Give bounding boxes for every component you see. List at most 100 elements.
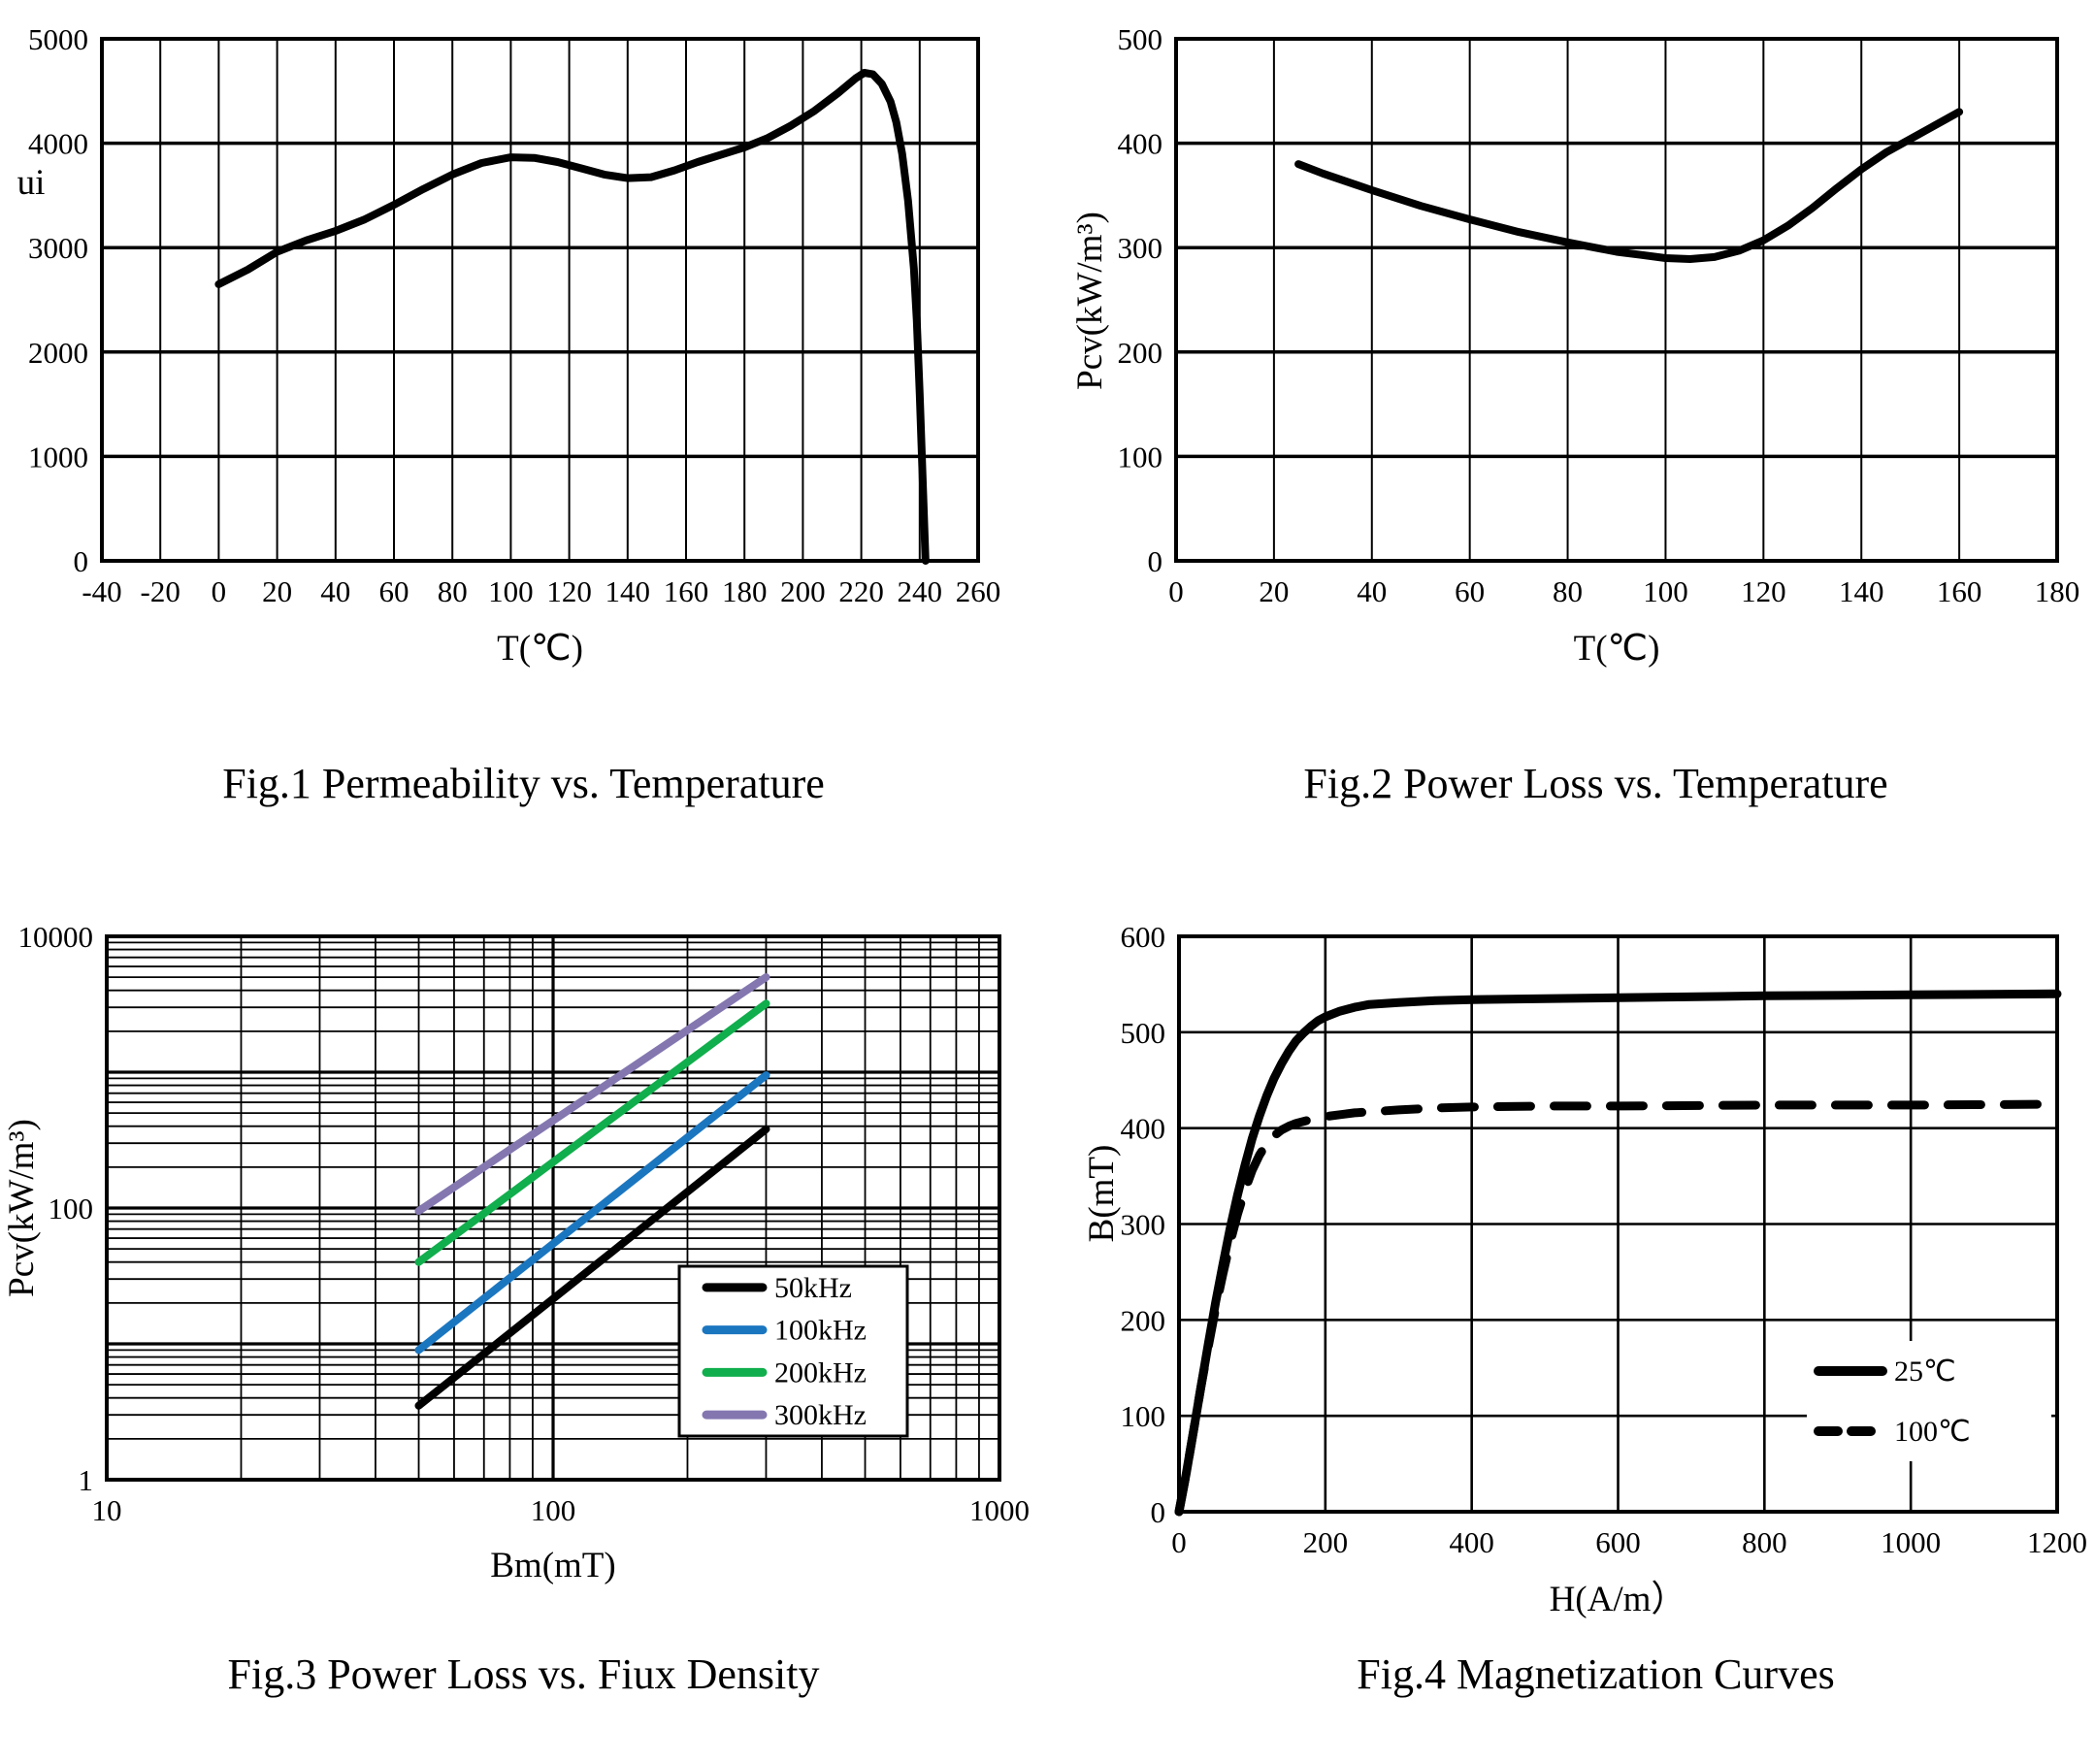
fig3-legend: 50kHz 100kHz 200kHz 300kHz (677, 1264, 909, 1438)
tick-or-axis-label: 400 (1121, 1112, 1166, 1146)
tick-or-axis-label: 200 (780, 574, 826, 608)
tick-or-axis-label: 120 (546, 574, 592, 608)
tick-or-axis-label: 120 (1741, 574, 1786, 608)
tick-or-axis-label: 40 (1357, 574, 1387, 608)
fig3-series-50kHz (414, 1125, 770, 1410)
tick-or-axis-label: 3000 (28, 231, 88, 265)
tick-or-axis-label: 25℃ (1894, 1356, 1956, 1388)
tick-or-axis-label: 400 (1118, 127, 1163, 161)
tick-or-axis-label: 80 (438, 574, 468, 608)
fig3-gridlines (107, 936, 999, 1480)
tick-or-axis-label: 50kHz (774, 1272, 852, 1304)
fig2-power-loss-vs-temperature-chart: 0 20 40 60 80 100 120 140 160 180 0 100 200 300 400 500… (1047, 0, 2095, 679)
fig2-svg: 0 20 40 60 80 100 120 140 160 180 0 100 200 300 400 500… (1070, 22, 2080, 669)
tick-or-axis-label: 180 (722, 574, 768, 608)
fig4-magnetization-curves-chart: 0 200 400 600 800 1000 1200 0 100 200 300 400 500 600… (1047, 902, 2095, 1650)
tick-or-axis-label: 100 (1121, 1399, 1166, 1433)
fig4-series (1174, 989, 2062, 1517)
tick-or-axis-label: 200kHz (774, 1356, 867, 1388)
tick-or-axis-label: 600 (1595, 1525, 1641, 1559)
tick-or-axis-label: 10 (92, 1493, 122, 1527)
fig3-series-200kHz (414, 999, 770, 1266)
tick-or-axis-label: 200 (1121, 1303, 1166, 1337)
tick-or-axis-label: 40 (320, 574, 350, 608)
fig4-legend: 25℃ 100℃ (1807, 1341, 2051, 1461)
tick-or-axis-label: 2000 (28, 336, 88, 370)
tick-or-axis-label: 180 (2035, 574, 2080, 608)
tick-or-axis-label: 4000 (28, 127, 88, 161)
fig1-caption: Fig.1 Permeability vs. Temperature (222, 760, 825, 807)
tick-or-axis-label: 1000 (969, 1493, 1030, 1527)
tick-or-axis-label: B(mT) (1082, 1145, 1122, 1243)
tick-or-axis-label: 140 (606, 574, 651, 608)
tick-or-axis-label: 20 (262, 574, 292, 608)
tick-or-axis-label: Pcv(kW/m³) (2, 1119, 42, 1297)
fig3-plot-border (105, 934, 1001, 1482)
fig3-series-300kHz (414, 973, 770, 1216)
tick-or-axis-label: 100 (1643, 574, 1688, 608)
fig4-series-100℃ (1174, 1099, 2062, 1517)
tick-or-axis-label: -40 (82, 574, 121, 608)
fig4-legend-box (1807, 1341, 2051, 1461)
tick-or-axis-label: 0 (1171, 1525, 1187, 1559)
fig3-series-100kHz (414, 1071, 770, 1355)
tick-or-axis-label: 300 (1118, 231, 1163, 265)
fig3-caption: Fig.3 Power Loss vs. Fiux Density (227, 1650, 820, 1698)
tick-or-axis-label: 220 (838, 574, 884, 608)
tick-or-axis-label: 260 (956, 574, 1001, 608)
fig1-plot-border (100, 37, 980, 563)
tick-or-axis-label: 160 (1937, 574, 1982, 608)
tick-or-axis-label: 240 (898, 574, 943, 608)
fig1-gridlines (102, 39, 978, 561)
tick-or-axis-label: 140 (1839, 574, 1884, 608)
tick-or-axis-label: 1 (79, 1463, 94, 1497)
fig4-svg: 0 200 400 600 800 1000 1200 0 100 200 300 400 500 600… (1082, 920, 2087, 1619)
fig3-legend-box (677, 1264, 909, 1438)
tick-or-axis-label: 500 (1121, 1016, 1166, 1050)
tick-or-axis-label: 60 (379, 574, 409, 608)
tick-or-axis-label: -20 (141, 574, 180, 608)
fig3-series (414, 973, 770, 1410)
tick-or-axis-label: 60 (1455, 574, 1485, 608)
tick-or-axis-label: T(℃) (497, 629, 583, 669)
tick-or-axis-label: 20 (1259, 574, 1289, 608)
fig3-power-loss-vs-flux-density-chart: 10 100 1000 1 100 10000 Bm(mT) Pcv(kW/m³) 50kHz 1… (0, 902, 1047, 1650)
tick-or-axis-label: 0 (1148, 544, 1163, 578)
fig4-plot-border (1177, 934, 2059, 1514)
tick-or-axis-label: 1000 (1881, 1525, 1941, 1559)
tick-or-axis-label: Bm(mT) (490, 1546, 615, 1585)
fig2-plot-border (1174, 37, 2059, 563)
tick-or-axis-label: 1000 (28, 440, 88, 474)
tick-or-axis-label: 300kHz (774, 1399, 867, 1431)
tick-or-axis-label: 0 (74, 544, 89, 578)
tick-or-axis-label: Pcv(kW/m³) (1070, 212, 1110, 390)
tick-or-axis-label: 300 (1121, 1208, 1166, 1242)
tick-or-axis-label: ui (17, 163, 46, 203)
tick-or-axis-label: 600 (1121, 920, 1166, 954)
fig4-caption: Fig.4 Magnetization Curves (1357, 1650, 1835, 1698)
tick-or-axis-label: 100 (531, 1493, 576, 1527)
fig2-gridlines (1176, 39, 2057, 561)
tick-or-axis-label: 400 (1449, 1525, 1494, 1559)
tick-or-axis-label: 0 (1168, 574, 1184, 608)
fig2-series (1294, 108, 1964, 263)
tick-or-axis-label: 100kHz (774, 1315, 867, 1347)
tick-or-axis-label: 5000 (28, 22, 88, 56)
tick-or-axis-label: H(A/m） (1550, 1580, 1687, 1619)
tick-or-axis-label: 10000 (18, 920, 94, 954)
tick-or-axis-label: 160 (664, 574, 709, 608)
fig1-series-ui (214, 69, 930, 565)
tick-or-axis-label: 100 (49, 1192, 94, 1225)
tick-or-axis-label: 0 (1151, 1495, 1166, 1529)
fig1-svg: -40 -20 0 20 40 60 80 100 120 140 160 180 200 220 240 2… (17, 22, 1001, 669)
tick-or-axis-label: 800 (1742, 1525, 1787, 1559)
fig2-series-Pcv (1294, 108, 1964, 263)
tick-or-axis-label: 500 (1118, 22, 1163, 56)
tick-or-axis-label: 100℃ (1894, 1416, 1971, 1448)
tick-or-axis-label: 80 (1553, 574, 1583, 608)
tick-or-axis-label: 200 (1118, 336, 1163, 370)
tick-or-axis-label: T(℃) (1574, 629, 1660, 669)
tick-or-axis-label: 100 (488, 574, 534, 608)
tick-or-axis-label: 0 (212, 574, 227, 608)
